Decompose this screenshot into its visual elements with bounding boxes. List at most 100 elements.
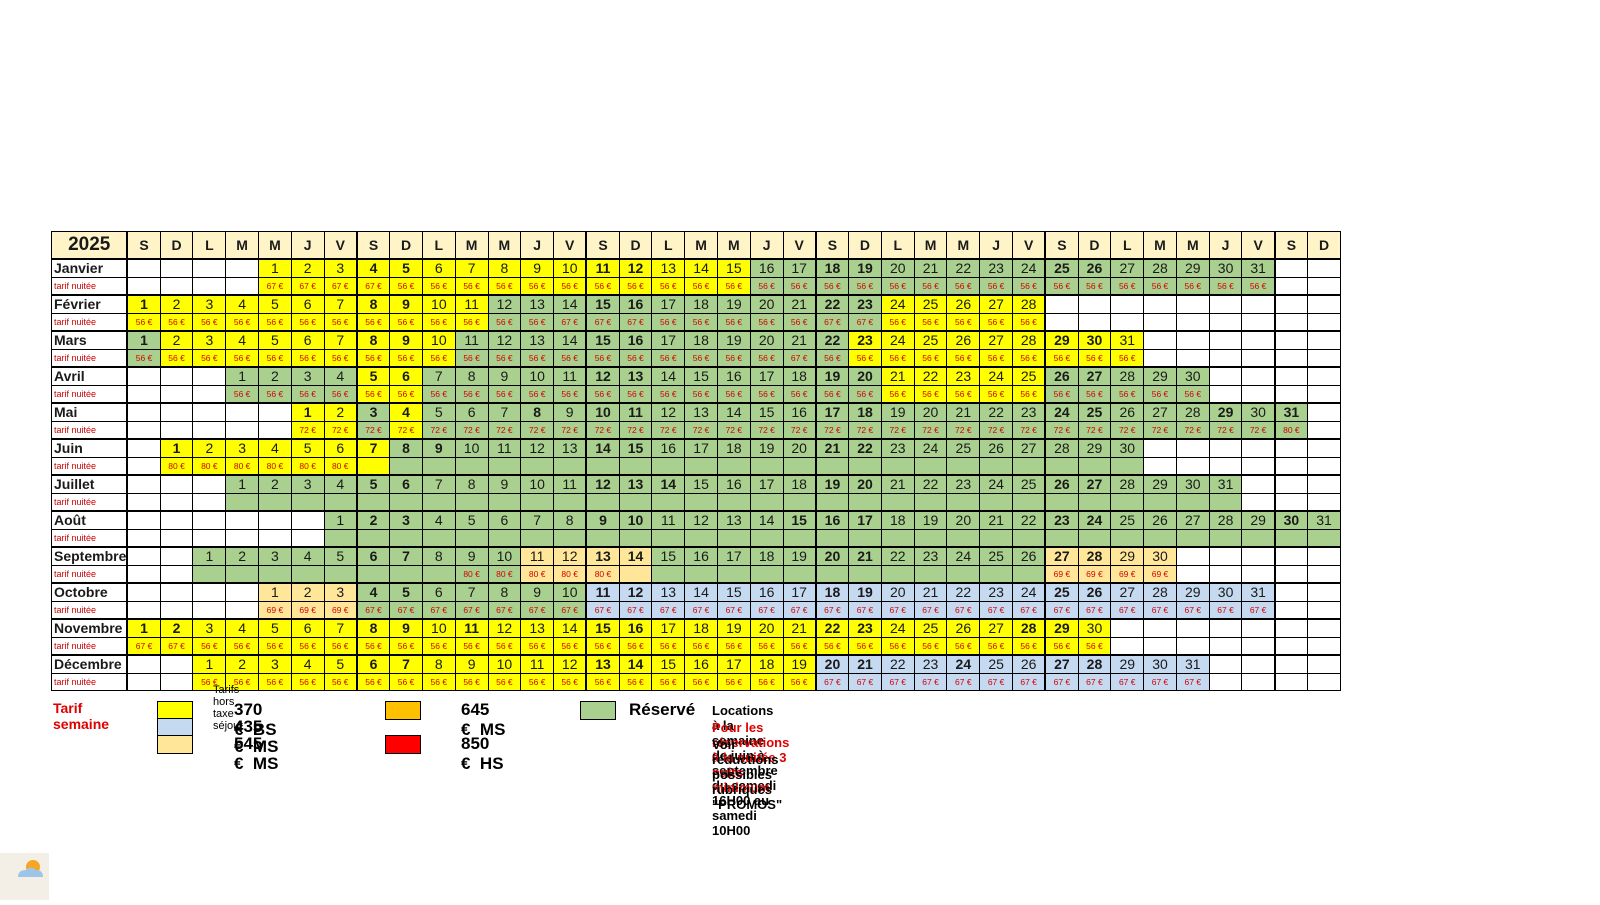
calendar-day-cell[interactable]: 13	[684, 402, 718, 422]
calendar-day-cell[interactable]: 14	[749, 510, 784, 530]
calendar-day-cell[interactable]: 30	[1208, 582, 1243, 602]
calendar-day-cell[interactable]: 28	[1012, 618, 1046, 638]
calendar-day-cell[interactable]: 18	[716, 438, 751, 458]
calendar-day-cell[interactable]: 16	[651, 438, 686, 458]
calendar-day-cell[interactable]: 14	[553, 330, 587, 350]
calendar-day-cell[interactable]: 14	[651, 474, 686, 494]
calendar-day-cell[interactable]: 22	[946, 582, 981, 602]
calendar-day-cell[interactable]: 17	[749, 366, 784, 386]
calendar-day-cell[interactable]: 11	[454, 294, 489, 314]
calendar-day-cell[interactable]: 18	[749, 654, 784, 674]
calendar-day-cell[interactable]: 13	[716, 510, 751, 530]
calendar-day-cell[interactable]: 18	[782, 474, 817, 494]
calendar-day-cell[interactable]: 30	[1175, 366, 1210, 386]
calendar-day-cell[interactable]: 12	[487, 618, 522, 638]
calendar-day-cell[interactable]: 17	[782, 258, 817, 278]
calendar-day-cell[interactable]: 9	[585, 510, 620, 530]
calendar-day-cell[interactable]: 29	[1208, 402, 1243, 422]
calendar-day-cell[interactable]: 6	[290, 618, 325, 638]
calendar-day-cell[interactable]: 19	[848, 582, 882, 602]
calendar-day-cell[interactable]: 19	[848, 258, 882, 278]
calendar-day-cell[interactable]: 24	[1077, 510, 1112, 530]
calendar-day-cell[interactable]: 22	[814, 618, 850, 638]
calendar-day-cell[interactable]: 31	[1273, 402, 1309, 422]
calendar-day-cell[interactable]: 10	[520, 474, 555, 494]
calendar-day-cell[interactable]: 3	[225, 438, 260, 458]
calendar-day-cell[interactable]: 6	[454, 402, 489, 422]
calendar-day-cell[interactable]: 27	[1077, 366, 1112, 386]
calendar-day-cell[interactable]: 31	[1241, 582, 1276, 602]
calendar-day-cell[interactable]: 19	[913, 510, 948, 530]
calendar-day-cell[interactable]: 21	[782, 618, 817, 638]
calendar-day-cell[interactable]: 10	[421, 294, 456, 314]
calendar-day-cell[interactable]: 9	[487, 366, 522, 386]
calendar-day-cell[interactable]: 20	[848, 474, 882, 494]
calendar-day-cell[interactable]: 9	[389, 294, 423, 314]
calendar-day-cell[interactable]: 4	[258, 438, 292, 458]
calendar-day-cell[interactable]: 2	[290, 258, 325, 278]
calendar-day-cell[interactable]: 12	[618, 582, 653, 602]
calendar-day-cell[interactable]: 21	[848, 546, 882, 566]
calendar-day-cell[interactable]: 25	[913, 294, 948, 314]
calendar-day-cell[interactable]: 24	[880, 294, 915, 314]
calendar-day-cell[interactable]: 7	[389, 654, 423, 674]
calendar-day-cell[interactable]: 16	[684, 546, 718, 566]
calendar-day-cell[interactable]: 23	[880, 438, 915, 458]
calendar-day-cell[interactable]: 14	[684, 258, 718, 278]
calendar-day-cell[interactable]: 12	[618, 258, 653, 278]
calendar-day-cell[interactable]: 15	[651, 546, 686, 566]
calendar-day-cell[interactable]: 20	[880, 258, 915, 278]
calendar-day-cell[interactable]: 28	[1208, 510, 1243, 530]
calendar-day-cell[interactable]: 18	[684, 618, 718, 638]
calendar-day-cell[interactable]: 2	[192, 438, 227, 458]
calendar-day-cell[interactable]: 15	[684, 474, 718, 494]
calendar-day-cell[interactable]: 17	[716, 546, 751, 566]
calendar-day-cell[interactable]: 20	[848, 366, 882, 386]
calendar-day-cell[interactable]: 8	[389, 438, 423, 458]
calendar-day-cell[interactable]: 19	[782, 654, 817, 674]
calendar-day-cell[interactable]: 10	[585, 402, 620, 422]
calendar-day-cell[interactable]: 30	[1077, 618, 1112, 638]
calendar-day-cell[interactable]: 25	[1077, 402, 1112, 422]
calendar-day-cell[interactable]: 5	[258, 330, 292, 350]
calendar-day-cell[interactable]: 13	[651, 258, 686, 278]
calendar-day-cell[interactable]: 10	[520, 366, 555, 386]
calendar-day-cell[interactable]: 1	[225, 366, 260, 386]
calendar-day-cell[interactable]: 16	[749, 582, 784, 602]
calendar-day-cell[interactable]: 1	[258, 258, 292, 278]
calendar-day-cell[interactable]: 6	[389, 366, 423, 386]
calendar-day-cell[interactable]: 6	[290, 330, 325, 350]
calendar-day-cell[interactable]: 21	[946, 402, 981, 422]
calendar-day-cell[interactable]: 29	[1143, 474, 1177, 494]
calendar-day-cell[interactable]: 1	[323, 510, 358, 530]
calendar-day-cell[interactable]: 2	[225, 546, 260, 566]
calendar-day-cell[interactable]: 6	[389, 474, 423, 494]
calendar-day-cell[interactable]: 2	[159, 330, 194, 350]
calendar-day-cell[interactable]: 21	[979, 510, 1013, 530]
calendar-day-cell[interactable]: 9	[487, 474, 522, 494]
calendar-day-cell[interactable]: 6	[323, 438, 358, 458]
calendar-day-cell[interactable]: 21	[913, 258, 948, 278]
calendar-day-cell[interactable]: 25	[1012, 366, 1046, 386]
calendar-day-cell[interactable]: 9	[520, 582, 555, 602]
calendar-day-cell[interactable]: 16	[716, 366, 751, 386]
calendar-day-cell[interactable]: 3	[192, 294, 227, 314]
calendar-day-cell[interactable]: 29	[1044, 330, 1079, 350]
calendar-day-cell[interactable]: 14	[716, 402, 751, 422]
calendar-day-cell[interactable]: 21	[782, 294, 817, 314]
calendar-day-cell[interactable]: 21	[880, 474, 915, 494]
calendar-day-cell[interactable]: 31	[1241, 258, 1276, 278]
calendar-day-cell[interactable]: 8	[553, 510, 587, 530]
calendar-day-cell[interactable]: 1	[225, 474, 260, 494]
calendar-day-cell[interactable]: 4	[389, 402, 423, 422]
calendar-day-cell[interactable]: 2	[159, 294, 194, 314]
calendar-day-cell[interactable]: 25	[1044, 582, 1079, 602]
calendar-day-cell[interactable]: 29	[1110, 546, 1145, 566]
calendar-day-cell[interactable]: 30	[1175, 474, 1210, 494]
calendar-day-cell[interactable]: 18	[684, 330, 718, 350]
calendar-day-cell[interactable]: 8	[421, 654, 456, 674]
calendar-day-cell[interactable]: 14	[618, 654, 653, 674]
calendar-day-cell[interactable]: 5	[258, 618, 292, 638]
calendar-day-cell[interactable]: 26	[1012, 654, 1046, 674]
calendar-day-cell[interactable]: 2	[159, 618, 194, 638]
